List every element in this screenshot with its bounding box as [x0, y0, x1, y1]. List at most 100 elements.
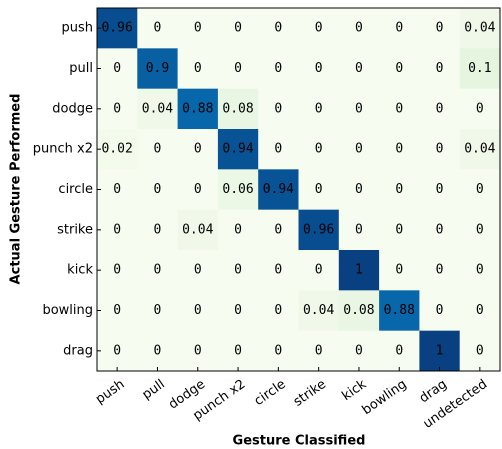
heatmap-cell — [338, 169, 380, 211]
heatmap-cell — [459, 8, 501, 49]
cell-label: 0 — [113, 343, 121, 358]
heatmap-cell — [298, 88, 340, 130]
cell-label: 0 — [395, 263, 403, 278]
heatmap-cell — [137, 129, 179, 170]
cell-label: 0 — [315, 61, 323, 76]
cell-label: 0 — [315, 343, 323, 358]
y-tick-label: pull — [69, 61, 93, 76]
cell-label: 0 — [113, 101, 121, 116]
heatmap-cell — [459, 290, 501, 332]
cell-label: 0 — [395, 142, 403, 157]
cell-label: 0 — [315, 182, 323, 197]
cell-label: 0 — [315, 142, 323, 157]
heatmap-cell — [137, 330, 179, 372]
heatmap-cell — [177, 290, 219, 332]
cell-label: 0 — [234, 21, 242, 36]
heatmap-cell — [338, 330, 380, 372]
cell-label: 0 — [154, 343, 162, 358]
heatmap-cell — [217, 169, 259, 211]
heatmap-cell — [177, 8, 219, 49]
heatmap-cell — [217, 250, 259, 291]
heatmap-cell — [217, 129, 259, 170]
heatmap-cell — [419, 330, 461, 372]
cell-label: 0.04 — [303, 303, 334, 318]
cell-label: 0 — [274, 21, 282, 36]
heatmap-cell — [338, 8, 380, 49]
y-tick-label: bowling — [42, 303, 93, 318]
cell-label: 0 — [315, 263, 323, 278]
heatmap-cell — [97, 88, 138, 130]
cell-label: 0.1 — [468, 61, 491, 76]
cell-label: 0.04 — [182, 222, 213, 237]
cell-label: 0 — [476, 101, 484, 116]
cell-label: 1 — [355, 263, 363, 278]
cell-label: 0 — [436, 142, 444, 157]
cell-label: 0 — [113, 61, 121, 76]
cell-label: 0 — [194, 142, 202, 157]
heatmap-cell — [177, 250, 219, 291]
heatmap-cell — [338, 250, 380, 291]
cell-label: 0.02 — [101, 142, 132, 157]
heatmap-cell — [217, 48, 259, 90]
heatmap-cell — [258, 209, 299, 251]
cell-label: 0 — [436, 263, 444, 278]
cell-label: 0 — [395, 21, 403, 36]
heatmap-cell — [97, 290, 138, 332]
cell-label: 0.88 — [182, 101, 213, 116]
heatmap-cell — [459, 48, 501, 90]
cell-label: 0 — [274, 303, 282, 318]
heatmap-cell — [258, 169, 299, 211]
heatmap-cell — [338, 129, 380, 170]
cell-label: 0 — [436, 303, 444, 318]
cell-label: 1 — [436, 343, 444, 358]
heatmap-cell — [217, 290, 259, 332]
cell-label: 0 — [234, 61, 242, 76]
heatmap-cell — [379, 330, 420, 372]
cell-label: 0 — [436, 222, 444, 237]
heatmap-cell — [177, 88, 219, 130]
heatmap-cell — [419, 209, 461, 251]
heatmap-cell — [97, 8, 138, 49]
x-tick-label: bowling — [360, 377, 410, 418]
cell-label: 0 — [355, 21, 363, 36]
heatmap-cell — [97, 129, 138, 170]
cell-label: 0 — [315, 101, 323, 116]
cell-label: 0 — [476, 263, 484, 278]
x-tick-label: circle — [252, 377, 289, 409]
cell-label: 0.94 — [263, 182, 294, 197]
cell-label: 0 — [355, 182, 363, 197]
x-tick-label: pull — [140, 377, 168, 403]
heatmap-cell — [298, 129, 340, 170]
heatmap-cell — [419, 290, 461, 332]
heatmap-cell — [459, 129, 501, 170]
heatmap-cell — [419, 129, 461, 170]
cell-label: 0 — [194, 21, 202, 36]
heatmap-cell — [217, 88, 259, 130]
cell-label: 0.04 — [464, 142, 495, 157]
cell-label: 0 — [436, 182, 444, 197]
heatmap-cell — [459, 330, 501, 372]
heatmap-cell — [298, 8, 340, 49]
cell-label: 0.94 — [222, 142, 253, 157]
cell-label: 0 — [274, 142, 282, 157]
cell-label: 0 — [274, 343, 282, 358]
cell-label: 0 — [154, 263, 162, 278]
cell-label: 0 — [476, 182, 484, 197]
cell-label: 0 — [154, 303, 162, 318]
heatmap-cell — [298, 169, 340, 211]
heatmap-cell — [258, 48, 299, 90]
heatmap-cell — [338, 48, 380, 90]
y-tick-label: kick — [67, 263, 93, 278]
cell-label: 0.96 — [303, 222, 334, 237]
heatmap-cell — [97, 169, 138, 211]
heatmap-cell — [258, 8, 299, 49]
cell-label: 0 — [395, 182, 403, 197]
cell-label: 0 — [274, 222, 282, 237]
heatmap-cell — [459, 88, 501, 130]
heatmap-cell — [379, 209, 420, 251]
heatmap-cell — [459, 209, 501, 251]
heatmap-cell — [298, 290, 340, 332]
y-tick-label: push — [61, 21, 93, 36]
cell-label: 0 — [355, 222, 363, 237]
